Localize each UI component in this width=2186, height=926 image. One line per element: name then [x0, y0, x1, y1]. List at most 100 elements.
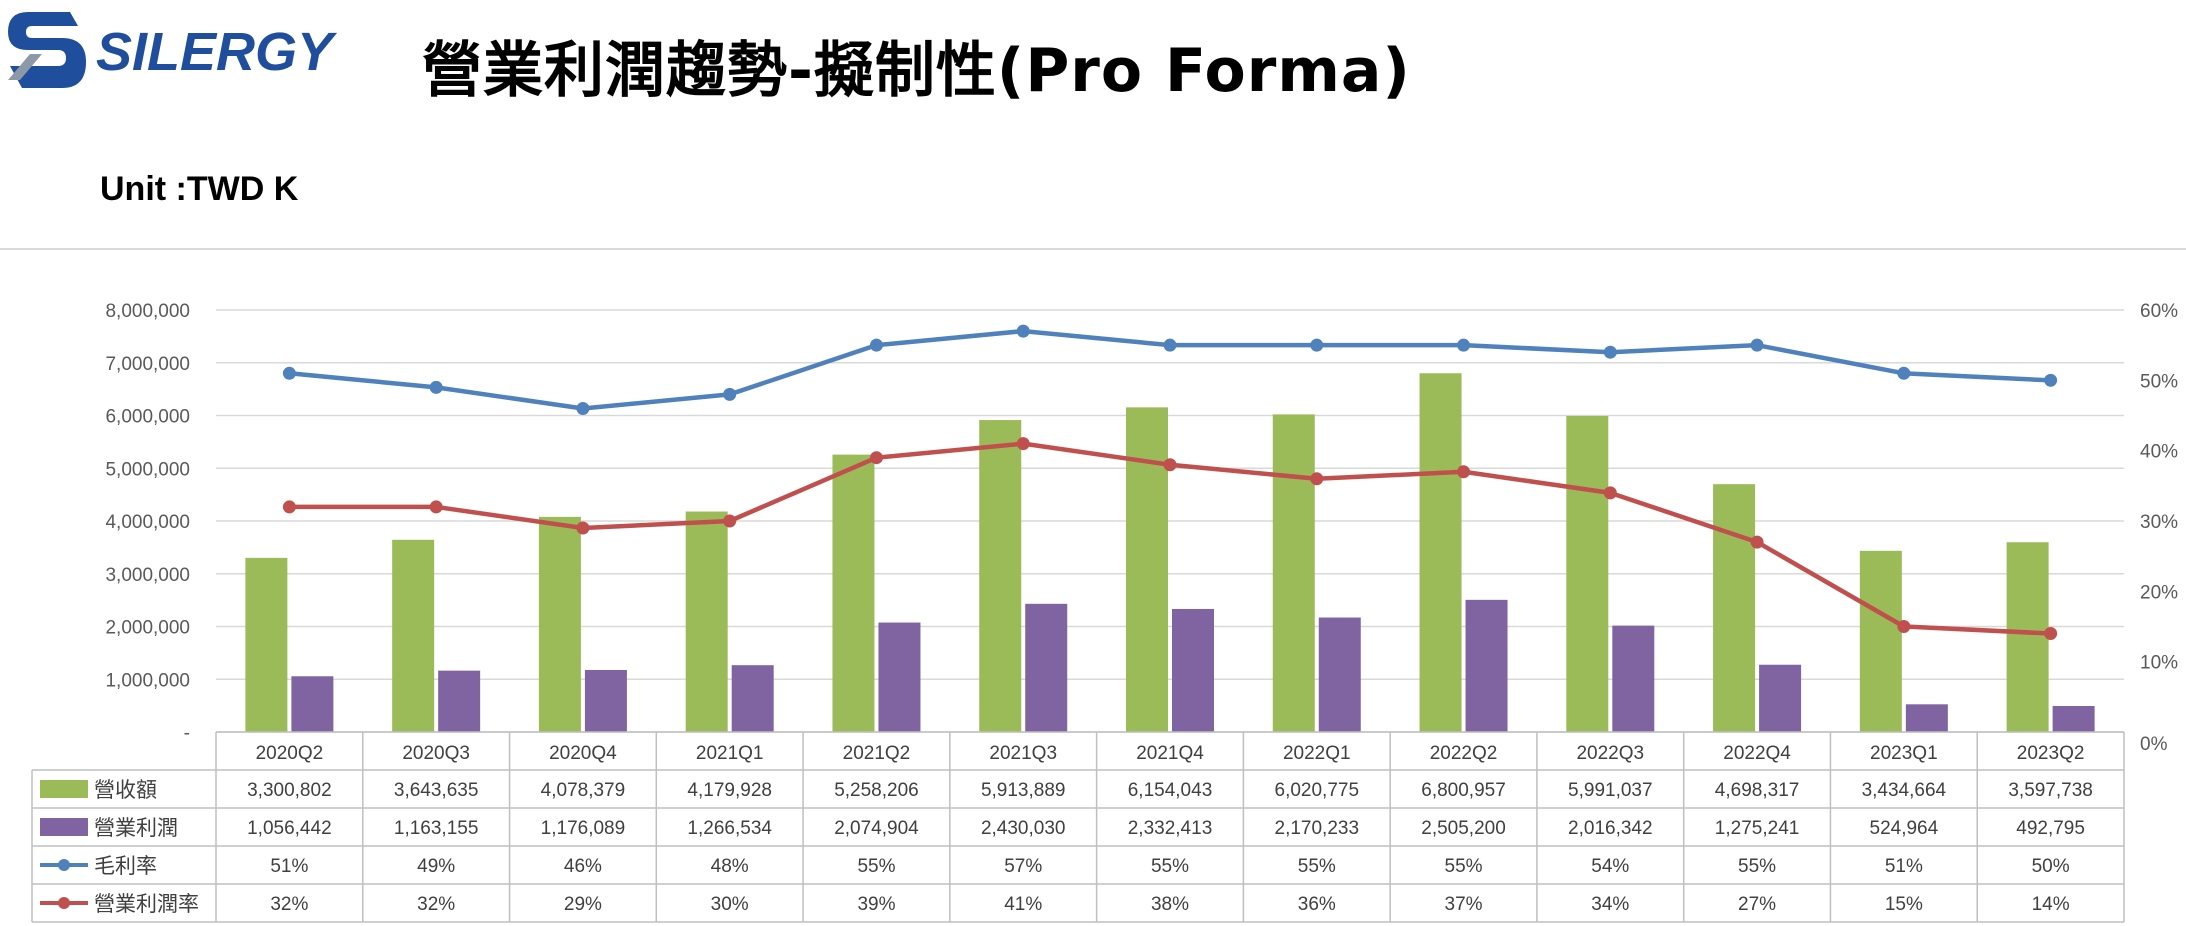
y-right-tick-label: 10% [2140, 653, 2178, 674]
operating-profit-bar [878, 622, 921, 732]
revenue-bar [685, 511, 728, 732]
gross-margin-data-label: 46% [564, 856, 602, 877]
operating-margin-data-label: 27% [1738, 894, 1776, 915]
operating-profit-bar [1318, 617, 1361, 732]
silergy-logo: SILERGY [8, 12, 338, 88]
revenue-bar [2006, 542, 2049, 732]
revenue-bar [1566, 415, 1609, 732]
operating-profit-bar [1465, 599, 1508, 732]
x-tick-label: 2021Q2 [843, 743, 911, 764]
y-left-tick-label: 2,000,000 [105, 618, 190, 639]
x-tick-label: 2020Q4 [549, 743, 617, 764]
gross-margin-point [1457, 338, 1471, 352]
operating-margin-data-label: 30% [711, 894, 749, 915]
revenue-data-label: 4,078,379 [541, 780, 626, 801]
revenue-data-label: 6,800,957 [1421, 780, 1506, 801]
revenue-bar [1126, 407, 1168, 732]
gross-margin-data-label: 51% [1885, 856, 1923, 877]
gross-margin-data-label: 55% [1298, 856, 1336, 877]
operating-margin-data-label: 36% [1298, 894, 1336, 915]
revenue-bar [392, 539, 435, 732]
operating-margin-data-label: 15% [1885, 894, 1923, 915]
y-left-tick-label: 6,000,000 [105, 407, 190, 428]
operating-profit-bar [584, 669, 627, 732]
gross-margin-data-label: 49% [417, 856, 455, 877]
operating-profit-data-label: 1,275,241 [1715, 818, 1800, 839]
gross-margin-data-label: 54% [1591, 856, 1629, 877]
operating-profit-data-label: 492,795 [2016, 818, 2085, 839]
y-right-tick-label: 0% [2140, 734, 2168, 755]
operating-profit-data-label: 524,964 [1870, 818, 1939, 839]
operating-profit-bar [1025, 603, 1068, 732]
revenue-data-label: 5,991,037 [1568, 780, 1653, 801]
revenue-data-label: 3,300,802 [247, 780, 332, 801]
page-title: 營業利潤趨勢-擬制性(Pro Forma) [422, 36, 1411, 106]
operating-profit-data-label: 2,170,233 [1275, 818, 1360, 839]
gross-margin-point [1603, 345, 1617, 359]
gross-margin-data-label: 55% [857, 856, 895, 877]
operating-margin-data-label: 37% [1445, 894, 1483, 915]
y-right-tick-label: 60% [2140, 301, 2178, 322]
y-left-tick-label: 7,000,000 [105, 354, 190, 375]
revenue-bar [1713, 484, 1756, 732]
x-tick-label: 2021Q1 [696, 743, 764, 764]
operating-margin-data-label: 41% [1004, 894, 1042, 915]
revenue-data-label: 3,643,635 [394, 780, 479, 801]
x-tick-label: 2022Q4 [1723, 743, 1791, 764]
y-left-tick-label: 3,000,000 [105, 565, 190, 586]
operating-margin-data-label: 32% [270, 894, 308, 915]
operating-margin-point [1457, 465, 1471, 479]
operating-profit-data-label: 2,332,413 [1128, 818, 1213, 839]
gross-margin-data-label: 50% [2032, 856, 2070, 877]
revenue-bar [1272, 414, 1315, 732]
revenue-legend-swatch [40, 780, 88, 798]
revenue-data-label: 5,913,889 [981, 780, 1066, 801]
operating-margin-point [1897, 620, 1911, 633]
x-tick-label: 2023Q1 [1870, 743, 1938, 764]
header-divider [0, 248, 2186, 250]
operating-margin-point [1603, 486, 1617, 500]
y-left-tick-label: 8,000,000 [105, 301, 190, 322]
operating-margin-data-label: 39% [857, 894, 895, 915]
x-tick-label: 2022Q1 [1283, 743, 1351, 764]
revenue-bar [245, 557, 288, 732]
operating-margin-point [2044, 627, 2058, 641]
logo-wordmark: SILERGY [96, 22, 338, 82]
revenue-data-label: 3,434,664 [1862, 780, 1947, 801]
revenue-data-label: 4,698,317 [1715, 780, 1800, 801]
revenue-bar [1859, 550, 1902, 732]
unit-label: Unit :TWD K [100, 170, 299, 208]
operating-margin-point [1016, 437, 1030, 451]
x-tick-label: 2023Q2 [2017, 743, 2085, 764]
operating-margin-data-label: 38% [1151, 894, 1189, 915]
gross-margin-data-label: 55% [1151, 856, 1189, 877]
gross-margin-point [1016, 324, 1030, 338]
logo-mark-icon [8, 12, 86, 88]
gross-margin-point [869, 338, 883, 352]
revenue-data-label: 3,597,738 [2008, 780, 2093, 801]
x-tick-label: 2021Q4 [1136, 743, 1204, 764]
operating-profit-data-label: 1,266,534 [687, 818, 772, 839]
operating-profit-bar [1759, 664, 1802, 732]
operating-profit-bar [291, 676, 334, 732]
operating-margin-point [429, 500, 443, 514]
gross-margin-point [429, 380, 443, 394]
y-right-tick-label: 30% [2140, 512, 2178, 533]
revenue-data-label: 4,179,928 [687, 780, 772, 801]
y-left-tick-label: 5,000,000 [105, 459, 190, 480]
operating-profit-bar [1905, 704, 1948, 732]
operating-margin-point [869, 451, 883, 465]
gross-margin-legend-label: 毛利率 [94, 855, 157, 878]
operating-profit-legend-swatch [40, 818, 88, 836]
operating-profit-bar [731, 665, 774, 732]
revenue-bar [832, 454, 875, 732]
revenue-bar [1419, 373, 1462, 732]
gross-margin-point [2044, 373, 2058, 387]
operating-margin-point [1163, 458, 1177, 472]
gross-margin-point [723, 387, 737, 401]
y-right-tick-label: 40% [2140, 442, 2178, 463]
revenue-bar [979, 420, 1022, 732]
operating-margin-point [1310, 472, 1324, 486]
y-left-tick-label: 4,000,000 [105, 512, 190, 533]
combo-chart: - 1,000,000 2,000,000 3,000,000 4,000,000 5,0… [31, 301, 2178, 923]
